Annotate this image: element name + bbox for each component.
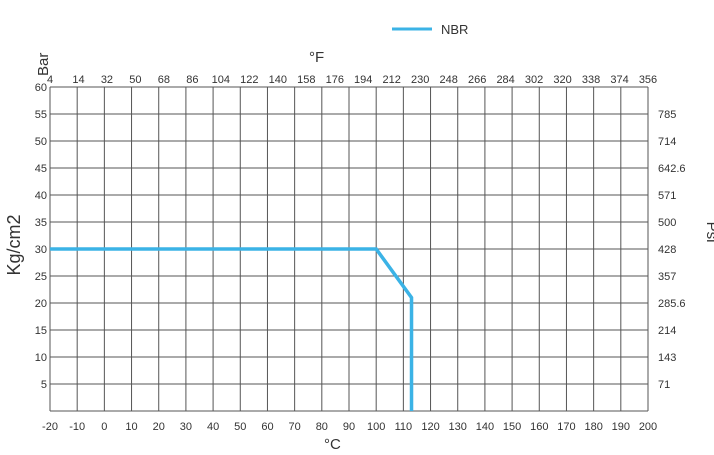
x-bottom-tick-label: 140 [476,421,494,433]
x-top-tick-label: 338 [582,74,600,86]
y-right-tick-label: 785 [658,109,676,121]
tick-labels: -20 -10 0 10 20 30 40 50 60 70 80 90 100 110 120 130 140… [35,74,686,433]
x-top-tick-label: 248 [439,74,457,86]
x-top-tick-label: 284 [496,74,514,86]
x-top-tick-label: 158 [297,74,315,86]
x-top-tick-label: 122 [240,74,258,86]
y-left-tick-label: 60 [35,82,47,94]
x-bottom-axis-title: °C [324,436,341,453]
x-bottom-tick-label: 0 [101,421,107,433]
x-bottom-tick-label: 130 [449,421,467,433]
y-right-tick-label: 214 [658,325,676,337]
y-right-tick-label: 71 [658,379,670,391]
y-right-tick-label: 428 [658,244,676,256]
x-top-axis-title: °F [309,49,324,66]
y-left-tick-label: 50 [35,136,47,148]
x-bottom-tick-label: 50 [234,421,246,433]
y-right-tick-label: 500 [658,217,676,229]
x-top-tick-label: 374 [610,74,628,86]
series-layer [50,247,414,411]
x-bottom-tick-label: 160 [530,421,548,433]
x-bottom-tick-label: 70 [289,421,301,433]
y-left-tick-label: 45 [35,163,47,175]
x-bottom-tick-label: 100 [367,421,385,433]
y-right-tick-label: 285.6 [658,298,686,310]
y-left-unit-label: Bar [35,53,52,76]
x-bottom-tick-label: 170 [557,421,575,433]
y-left-tick-label: 30 [35,244,47,256]
y-right-tick-label: 357 [658,271,676,283]
x-top-tick-label: 266 [468,74,486,86]
x-top-tick-label: 104 [212,74,230,86]
y-right-tick-label: 714 [658,136,676,148]
legend: NBR [392,22,468,37]
x-top-tick-label: 32 [101,74,113,86]
x-bottom-tick-label: 120 [421,421,439,433]
x-top-tick-label: 356 [639,74,657,86]
x-bottom-tick-label: 10 [125,421,137,433]
y-left-tick-label: 20 [35,298,47,310]
x-top-tick-label: 194 [354,74,372,86]
x-top-tick-label: 68 [158,74,170,86]
x-top-tick-label: 176 [326,74,344,86]
x-bottom-tick-label: -10 [69,421,85,433]
x-top-tick-label: 212 [383,74,401,86]
x-top-tick-label: 14 [72,74,84,86]
y-right-tick-label: 143 [658,352,676,364]
y-left-tick-label: 40 [35,190,47,202]
legend-label-nbr: NBR [441,22,468,37]
x-top-tick-label: 140 [269,74,287,86]
x-bottom-tick-label: 150 [503,421,521,433]
x-bottom-tick-label: 200 [639,421,657,433]
x-bottom-tick-label: 20 [153,421,165,433]
x-bottom-tick-label: 90 [343,421,355,433]
x-bottom-tick-label: 110 [395,421,413,433]
y-left-tick-label: 5 [41,379,47,391]
x-bottom-tick-label: -20 [42,421,58,433]
x-top-tick-label: 320 [553,74,571,86]
y-left-tick-label: 25 [35,271,47,283]
y-left-tick-label: 35 [35,217,47,229]
series-line-nbr [50,247,414,411]
x-bottom-tick-label: 80 [316,421,328,433]
y-left-tick-label: 55 [35,109,47,121]
y-left-tick-label: 10 [35,352,47,364]
y-left-axis-title: Kg/cm2 [4,214,24,275]
x-top-tick-label: 302 [525,74,543,86]
y-left-tick-label: 15 [35,325,47,337]
x-top-tick-label: 4 [47,74,53,86]
x-bottom-tick-label: 60 [261,421,273,433]
x-bottom-tick-label: 190 [612,421,630,433]
x-top-tick-label: 86 [186,74,198,86]
x-bottom-tick-label: 40 [207,421,219,433]
y-right-axis-title: Psi [703,222,714,243]
y-right-tick-label: 571 [658,190,676,202]
x-top-tick-label: 50 [129,74,141,86]
x-bottom-tick-label: 180 [584,421,602,433]
y-right-tick-label: 642.6 [658,163,686,175]
x-bottom-tick-label: 30 [180,421,192,433]
x-top-tick-label: 230 [411,74,429,86]
